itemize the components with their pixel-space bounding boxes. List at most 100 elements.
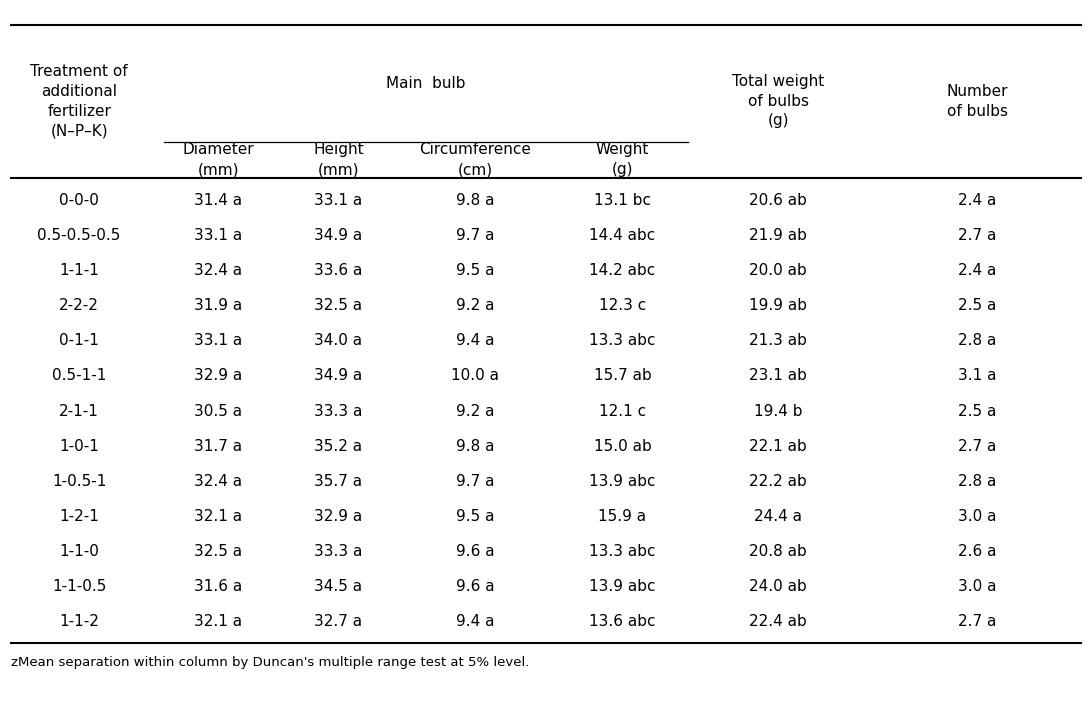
Text: 1-0.5-1: 1-0.5-1 [52,474,106,489]
Text: 33.3 a: 33.3 a [314,403,363,419]
Text: 33.1 a: 33.1 a [194,228,242,243]
Text: 34.9 a: 34.9 a [314,368,363,383]
Text: 13.6 abc: 13.6 abc [590,614,655,630]
Text: 0-0-0: 0-0-0 [59,192,99,208]
Text: 34.5 a: 34.5 a [314,579,363,594]
Text: 9.5 a: 9.5 a [455,509,495,524]
Text: 32.9 a: 32.9 a [194,368,242,383]
Text: 14.2 abc: 14.2 abc [590,263,655,278]
Text: 2-2-2: 2-2-2 [59,298,99,313]
Text: 9.8 a: 9.8 a [455,439,495,454]
Text: 2-1-1: 2-1-1 [59,403,99,419]
Text: 32.4 a: 32.4 a [194,474,242,489]
Text: 30.5 a: 30.5 a [194,403,242,419]
Text: 24.4 a: 24.4 a [755,509,802,524]
Text: 9.7 a: 9.7 a [455,228,495,243]
Text: 32.7 a: 32.7 a [314,614,363,630]
Text: 23.1 ab: 23.1 ab [749,368,807,383]
Text: 13.1 bc: 13.1 bc [594,192,651,208]
Text: 10.0 a: 10.0 a [451,368,499,383]
Text: Weight
(g): Weight (g) [596,142,649,178]
Text: 13.9 abc: 13.9 abc [590,474,655,489]
Text: 9.5 a: 9.5 a [455,263,495,278]
Text: 13.3 abc: 13.3 abc [590,333,655,349]
Text: 31.7 a: 31.7 a [194,439,242,454]
Text: 0.5-0.5-0.5: 0.5-0.5-0.5 [37,228,121,243]
Text: 20.6 ab: 20.6 ab [749,192,807,208]
Text: 32.4 a: 32.4 a [194,263,242,278]
Text: Height
(mm): Height (mm) [313,142,364,178]
Text: 1-2-1: 1-2-1 [59,509,99,524]
Text: 33.1 a: 33.1 a [194,333,242,349]
Text: 32.5 a: 32.5 a [314,298,363,313]
Text: 20.0 ab: 20.0 ab [749,263,807,278]
Text: 2.5 a: 2.5 a [958,298,997,313]
Text: 21.3 ab: 21.3 ab [749,333,807,349]
Text: 20.8 ab: 20.8 ab [749,544,807,559]
Text: Main  bulb: Main bulb [387,76,465,91]
Text: 33.6 a: 33.6 a [314,263,363,278]
Text: 33.1 a: 33.1 a [314,192,363,208]
Text: 2.4 a: 2.4 a [958,263,997,278]
Text: 9.8 a: 9.8 a [455,192,495,208]
Text: 9.6 a: 9.6 a [455,544,495,559]
Text: 31.9 a: 31.9 a [194,298,242,313]
Text: 34.9 a: 34.9 a [314,228,363,243]
Text: 3.0 a: 3.0 a [958,579,997,594]
Text: Circumference
(cm): Circumference (cm) [419,142,531,178]
Text: Number
of bulbs: Number of bulbs [947,84,1008,119]
Text: 31.6 a: 31.6 a [194,579,242,594]
Text: 2.6 a: 2.6 a [958,544,997,559]
Text: 0-1-1: 0-1-1 [59,333,99,349]
Text: 21.9 ab: 21.9 ab [749,228,807,243]
Text: 19.9 ab: 19.9 ab [749,298,807,313]
Text: 35.7 a: 35.7 a [314,474,363,489]
Text: 24.0 ab: 24.0 ab [749,579,807,594]
Text: 9.2 a: 9.2 a [455,403,495,419]
Text: 1-1-2: 1-1-2 [59,614,99,630]
Text: 3.1 a: 3.1 a [958,368,997,383]
Text: zMean separation within column by Duncan's multiple range test at 5% level.: zMean separation within column by Duncan… [11,656,530,669]
Text: 2.8 a: 2.8 a [958,474,997,489]
Text: 2.5 a: 2.5 a [958,403,997,419]
Text: 2.4 a: 2.4 a [958,192,997,208]
Text: 12.3 c: 12.3 c [598,298,646,313]
Text: 33.3 a: 33.3 a [314,544,363,559]
Text: 22.1 ab: 22.1 ab [749,439,807,454]
Text: 1-1-1: 1-1-1 [59,263,99,278]
Text: 1-1-0.5: 1-1-0.5 [52,579,106,594]
Text: 14.4 abc: 14.4 abc [590,228,655,243]
Text: 2.7 a: 2.7 a [958,614,997,630]
Text: 32.5 a: 32.5 a [194,544,242,559]
Text: 32.1 a: 32.1 a [194,614,242,630]
Text: 0.5-1-1: 0.5-1-1 [52,368,106,383]
Text: 9.7 a: 9.7 a [455,474,495,489]
Text: 15.0 ab: 15.0 ab [594,439,651,454]
Text: 19.4 b: 19.4 b [753,403,803,419]
Text: 15.9 a: 15.9 a [598,509,646,524]
Text: 35.2 a: 35.2 a [314,439,363,454]
Text: 12.1 c: 12.1 c [598,403,646,419]
Text: 13.3 abc: 13.3 abc [590,544,655,559]
Text: Treatment of
additional
fertilizer
(N–P–K): Treatment of additional fertilizer (N–P–… [31,64,128,138]
Text: 9.2 a: 9.2 a [455,298,495,313]
Text: Diameter
(mm): Diameter (mm) [182,142,254,178]
Text: 2.8 a: 2.8 a [958,333,997,349]
Text: 3.0 a: 3.0 a [958,509,997,524]
Text: 9.4 a: 9.4 a [455,614,495,630]
Text: 22.4 ab: 22.4 ab [749,614,807,630]
Text: 34.0 a: 34.0 a [314,333,363,349]
Text: 2.7 a: 2.7 a [958,439,997,454]
Text: 9.6 a: 9.6 a [455,579,495,594]
Text: 32.9 a: 32.9 a [314,509,363,524]
Text: Total weight
of bulbs
(g): Total weight of bulbs (g) [732,74,824,129]
Text: 32.1 a: 32.1 a [194,509,242,524]
Text: 15.7 ab: 15.7 ab [594,368,651,383]
Text: 31.4 a: 31.4 a [194,192,242,208]
Text: 2.7 a: 2.7 a [958,228,997,243]
Text: 13.9 abc: 13.9 abc [590,579,655,594]
Text: 9.4 a: 9.4 a [455,333,495,349]
Text: 1-0-1: 1-0-1 [59,439,99,454]
Text: 22.2 ab: 22.2 ab [749,474,807,489]
Text: 1-1-0: 1-1-0 [59,544,99,559]
